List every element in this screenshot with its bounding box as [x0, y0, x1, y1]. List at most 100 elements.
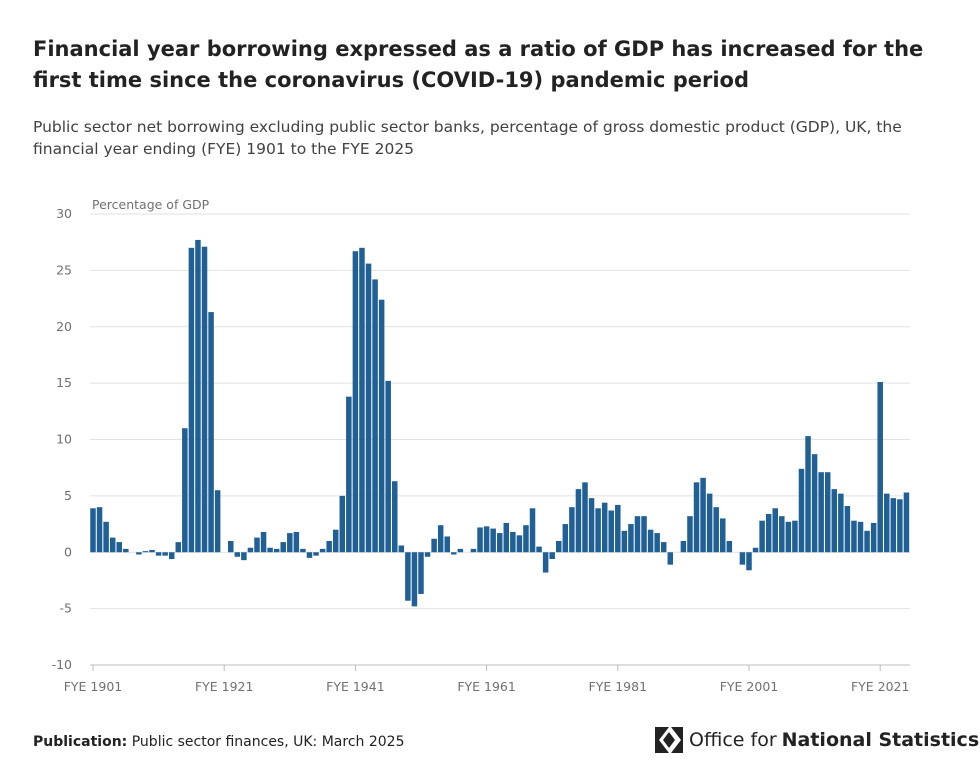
bar-2023: [890, 498, 897, 553]
bar-1956: [451, 552, 457, 555]
bar-2017: [851, 520, 857, 553]
bar-1949: [405, 552, 411, 601]
bar-1947: [392, 481, 398, 553]
bar-1948: [398, 545, 405, 553]
y-tick-label: 15: [56, 375, 72, 390]
bar-1904: [109, 537, 116, 553]
bar-2011: [811, 454, 818, 553]
bar-1940: [346, 396, 352, 553]
x-tick-label: FYE 2001: [720, 679, 779, 694]
bar-2016: [844, 506, 851, 553]
bar-1923: [234, 552, 241, 557]
bar-1905: [116, 542, 122, 553]
bar-1977: [588, 498, 595, 553]
bar-1945: [378, 299, 385, 553]
bar-1968: [529, 508, 536, 553]
bar-2010: [805, 436, 811, 553]
y-tick-label: -10: [52, 657, 72, 672]
bar-2013: [824, 472, 831, 553]
publication-note: Publication: Public sector finances, UK:…: [33, 734, 404, 750]
bar-1980: [608, 510, 614, 553]
bar-1955: [444, 536, 450, 553]
bar-2014: [831, 489, 838, 553]
bar-1979: [601, 502, 608, 553]
y-tick-label: 25: [56, 262, 72, 277]
bar-1972: [556, 540, 562, 553]
bar-2020: [870, 522, 877, 553]
y-tick-label: -5: [60, 601, 72, 616]
bar-1931: [287, 533, 293, 553]
bar-2008: [792, 520, 798, 553]
bar-1910: [149, 549, 155, 553]
bar-1920: [214, 490, 221, 553]
bar-2001: [746, 552, 752, 571]
bar-1903: [103, 521, 109, 553]
bar-1996: [713, 507, 719, 553]
bar-1985: [641, 516, 647, 553]
bar-2006: [779, 516, 785, 553]
bar-1976: [582, 482, 588, 553]
bar-1908: [136, 552, 142, 555]
bar-2005: [772, 508, 778, 553]
bar-1974: [569, 507, 575, 553]
bar-1975: [575, 489, 582, 553]
bar-1992: [687, 516, 693, 553]
bar-1988: [660, 542, 667, 553]
bar-1962: [490, 528, 496, 553]
bar-1929: [273, 548, 280, 553]
bar-1993: [693, 482, 700, 553]
publication-label: Publication:: [33, 734, 128, 750]
bar-1919: [208, 312, 214, 553]
bar-2007: [785, 521, 792, 553]
bar-1927: [260, 531, 267, 553]
bar-1943: [365, 263, 372, 553]
bar-2025: [903, 492, 910, 553]
bar-1924: [241, 552, 247, 561]
bar-2002: [752, 547, 759, 553]
bar-1957: [457, 548, 464, 553]
bar-1994: [700, 477, 706, 553]
y-tick-label: 5: [64, 488, 72, 503]
bar-1939: [339, 495, 346, 553]
bar-1973: [562, 524, 569, 553]
bar-1964: [503, 522, 510, 553]
bar-1951: [418, 552, 424, 594]
bar-1935: [313, 552, 319, 556]
bar-2009: [798, 468, 805, 553]
logo-text-bold: National Statistics: [781, 729, 980, 751]
x-tick-label: FYE 1921: [195, 679, 254, 694]
bar-1902: [96, 507, 103, 553]
x-tick-label: FYE 2021: [851, 679, 910, 694]
bar-1981: [615, 504, 621, 553]
bar-1941: [352, 251, 359, 553]
bar-1952: [424, 552, 431, 557]
bar-1995: [706, 493, 713, 553]
bar-1953: [431, 538, 437, 553]
bar-2015: [838, 493, 844, 553]
bar-1916: [188, 247, 195, 553]
bar-1969: [536, 546, 542, 553]
bar-1925: [247, 547, 254, 553]
bar-1950: [411, 552, 418, 607]
bar-1946: [385, 380, 391, 553]
bar-1938: [332, 529, 339, 553]
bar-1912: [162, 552, 168, 556]
bar-1998: [726, 540, 733, 553]
bar-1930: [280, 542, 286, 553]
bar-1936: [319, 548, 326, 553]
bar-1934: [306, 552, 313, 558]
bar-1963: [496, 533, 503, 553]
bar-1960: [477, 527, 483, 553]
bar-1971: [549, 552, 555, 560]
ons-logo-icon: [655, 727, 683, 753]
logo-text-regular: Office for: [689, 729, 777, 751]
y-tick-label: 20: [56, 319, 72, 334]
bar-1982: [621, 530, 628, 553]
bar-1987: [654, 533, 660, 553]
bar-1922: [228, 540, 234, 553]
bar-1911: [155, 552, 162, 556]
publication-link[interactable]: Public sector finances, UK: March 2025: [131, 734, 405, 750]
bar-2022: [884, 493, 890, 553]
bar-1942: [359, 247, 365, 553]
